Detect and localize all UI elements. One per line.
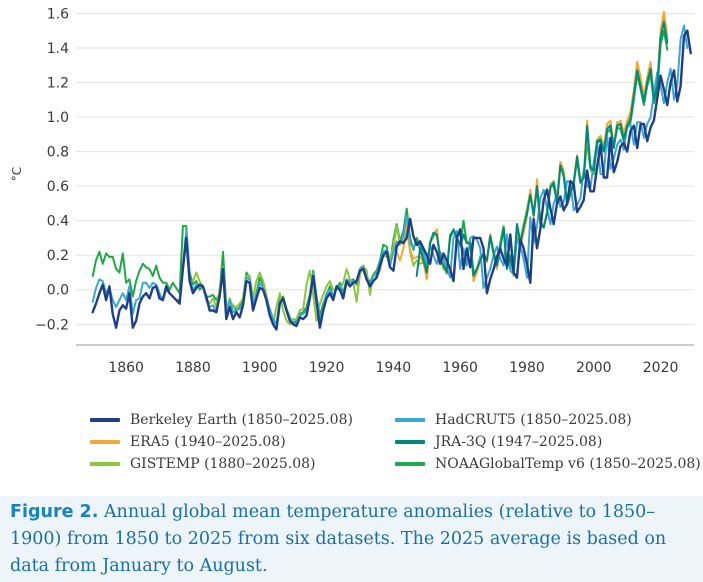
legend-label: GISTEMP (1880–2025.08) <box>130 456 316 472</box>
legend-item: JRA-3Q (1947–2025.08) <box>395 434 602 450</box>
x-tick-label: 1900 <box>242 360 278 376</box>
figure-caption: Figure 2. Annual global mean temperature… <box>0 496 703 582</box>
gridlines <box>76 12 694 325</box>
legend-label: ERA5 (1940–2025.08) <box>130 434 286 450</box>
legend-label: Berkeley Earth (1850–2025.08) <box>130 412 353 428</box>
x-tick-label: 1880 <box>175 360 211 376</box>
y-tick-label: 0.2 <box>47 248 69 264</box>
legend-label: HadCRUT5 (1850–2025.08) <box>435 412 632 428</box>
caption-text: Annual global mean temperature anomalies… <box>10 502 667 576</box>
x-tick-label: 2000 <box>576 360 612 376</box>
legend-label: JRA-3Q (1947–2025.08) <box>435 434 603 450</box>
y-tick-label: 0.4 <box>47 214 69 230</box>
y-tick-label: 0.6 <box>47 179 69 195</box>
axis-ticks: −0.2 0.0 0.2 0.4 0.6 0.8 1.0 1.2 1.4 1.6 1860 1880 1… <box>35 6 694 376</box>
legend-item: Berkeley Earth (1850–2025.08) <box>90 412 353 428</box>
x-tick-label: 2020 <box>643 360 679 376</box>
y-tick-label: 0.8 <box>47 145 69 161</box>
legend-swatch <box>395 462 425 466</box>
legend-item: HadCRUT5 (1850–2025.08) <box>395 412 632 428</box>
legend-item: GISTEMP (1880–2025.08) <box>90 456 316 472</box>
y-tick-label: 1.0 <box>47 110 69 126</box>
legend-swatch <box>90 462 120 466</box>
x-tick-label: 1980 <box>509 360 545 376</box>
series-lines <box>91 10 692 331</box>
y-tick-label: 0.0 <box>47 283 69 299</box>
caption-label: Figure 2. <box>10 502 99 522</box>
x-tick-label: 1920 <box>309 360 345 376</box>
y-tick-label: 1.2 <box>47 76 69 92</box>
y-tick-label: 1.4 <box>47 41 69 57</box>
legend-item: ERA5 (1940–2025.08) <box>90 434 286 450</box>
x-tick-label: 1960 <box>442 360 478 376</box>
legend-item: NOAAGlobalTemp v6 (1850–2025.08) <box>395 456 701 472</box>
legend-swatch <box>90 440 120 444</box>
y-tick-label: −0.2 <box>35 317 69 333</box>
legend-label: NOAAGlobalTemp v6 (1850–2025.08) <box>435 456 701 472</box>
temperature-chart: −0.2 0.0 0.2 0.4 0.6 0.8 1.0 1.2 1.4 1.6 1860 1880 1… <box>10 6 694 376</box>
legend-swatch <box>395 440 425 444</box>
legend-swatch <box>90 418 120 422</box>
y-axis-title: °C <box>10 167 24 181</box>
x-tick-label: 1940 <box>376 360 412 376</box>
x-tick-label: 1860 <box>108 360 144 376</box>
legend-swatch <box>395 418 425 422</box>
series-line <box>91 29 692 331</box>
y-tick-label: 1.6 <box>47 6 69 22</box>
